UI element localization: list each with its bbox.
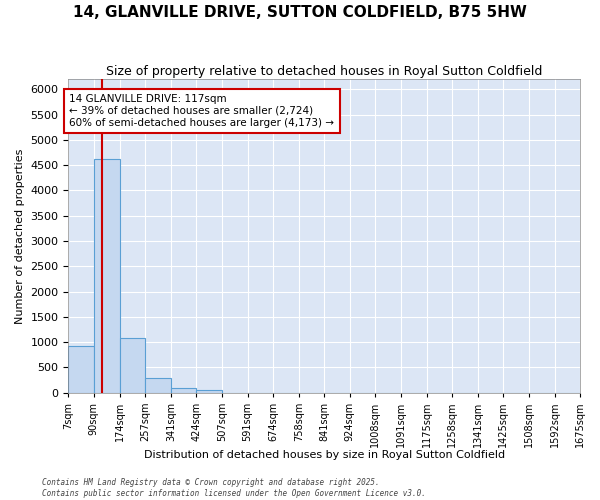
Bar [145, 378, 171, 392]
Bar [68, 346, 94, 393]
Text: 14, GLANVILLE DRIVE, SUTTON COLDFIELD, B75 5HW: 14, GLANVILLE DRIVE, SUTTON COLDFIELD, B… [73, 5, 527, 20]
Y-axis label: Number of detached properties: Number of detached properties [15, 148, 25, 324]
Bar [196, 390, 222, 392]
Bar [119, 338, 145, 392]
Bar [171, 388, 196, 392]
Title: Size of property relative to detached houses in Royal Sutton Coldfield: Size of property relative to detached ho… [106, 65, 542, 78]
X-axis label: Distribution of detached houses by size in Royal Sutton Coldfield: Distribution of detached houses by size … [143, 450, 505, 460]
Text: 14 GLANVILLE DRIVE: 117sqm
← 39% of detached houses are smaller (2,724)
60% of s: 14 GLANVILLE DRIVE: 117sqm ← 39% of deta… [70, 94, 334, 128]
Bar [94, 159, 119, 392]
Text: Contains HM Land Registry data © Crown copyright and database right 2025.
Contai: Contains HM Land Registry data © Crown c… [42, 478, 426, 498]
